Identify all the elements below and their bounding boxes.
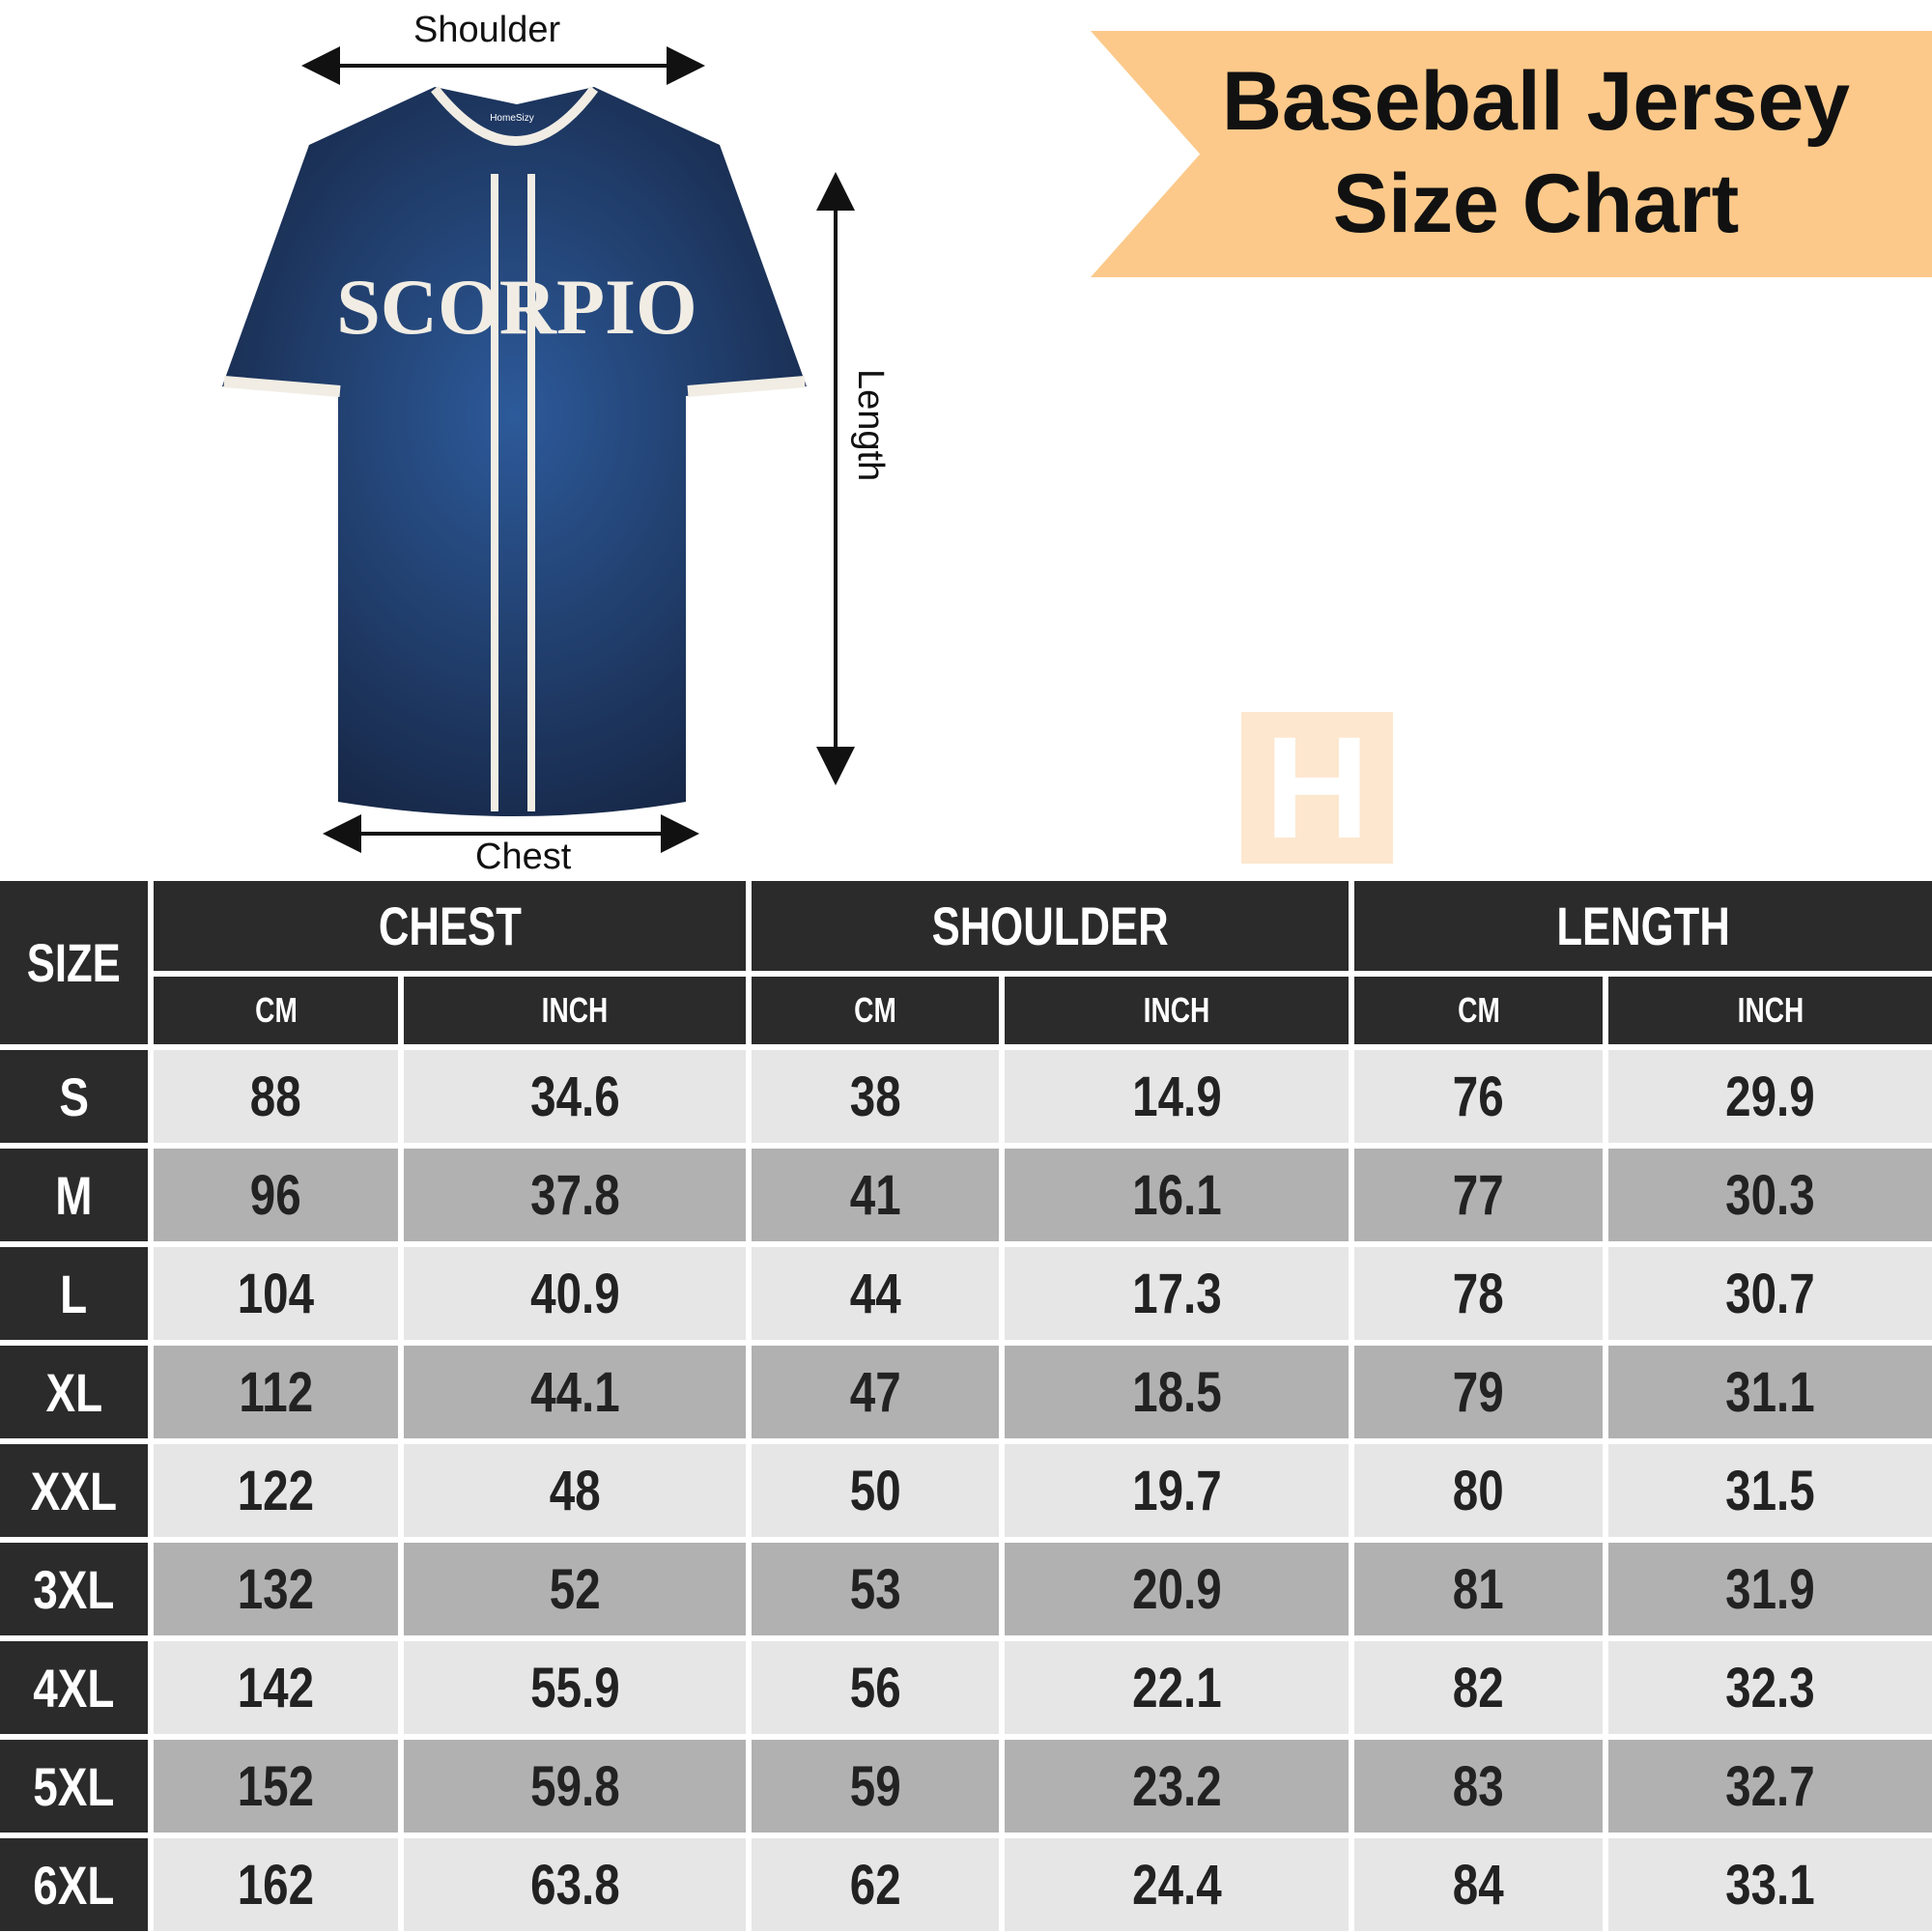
table-cell: 44	[752, 1247, 999, 1340]
table-cell: 162	[154, 1838, 398, 1931]
table-cell: 62	[752, 1838, 999, 1931]
logo-h: H	[1241, 712, 1393, 864]
sleeve-trim-right	[687, 376, 806, 397]
table-cell: 47	[752, 1346, 999, 1438]
table-cell: 40.9	[404, 1247, 746, 1340]
size-header: SIZE	[0, 881, 148, 1044]
table-cell: 37.8	[404, 1149, 746, 1241]
table-cell: 53	[752, 1543, 999, 1635]
unit-header: INCH	[404, 977, 746, 1044]
table-cell: 83	[1354, 1740, 1603, 1833]
size-cell: S	[0, 1050, 148, 1143]
table-cell: 52	[404, 1543, 746, 1635]
table-cell: 122	[154, 1444, 398, 1537]
table-cell: 23.2	[1005, 1740, 1349, 1833]
size-cell: 5XL	[0, 1740, 148, 1833]
jersey-text: SCORPIO	[336, 263, 697, 351]
size-cell: 3XL	[0, 1543, 148, 1635]
table-cell: 30.7	[1608, 1247, 1932, 1340]
size-cell: XL	[0, 1346, 148, 1438]
table-cell: 48	[404, 1444, 746, 1537]
unit-header: CM	[1354, 977, 1603, 1044]
size-cell: XXL	[0, 1444, 148, 1537]
length-label: Length	[850, 369, 891, 482]
table-cell: 19.7	[1005, 1444, 1349, 1537]
table-cell: 38	[752, 1050, 999, 1143]
table-cell: 78	[1354, 1247, 1603, 1340]
table-cell: 24.4	[1005, 1838, 1349, 1931]
table-cell: 29.9	[1608, 1050, 1932, 1143]
table-cell: 17.3	[1005, 1247, 1349, 1340]
table-cell: 31.1	[1608, 1346, 1932, 1438]
table-cell: 88	[154, 1050, 398, 1143]
table-cell: 81	[1354, 1543, 1603, 1635]
jersey-tag: HomeSizy	[490, 113, 534, 124]
table-cell: 31.5	[1608, 1444, 1932, 1537]
table-cell: 59	[752, 1740, 999, 1833]
size-cell: L	[0, 1247, 148, 1340]
table-cell: 33.1	[1608, 1838, 1932, 1931]
shoulder-label: Shoulder	[413, 10, 561, 50]
table-cell: 79	[1354, 1346, 1603, 1438]
table-cell: 14.9	[1005, 1050, 1349, 1143]
table-cell: 84	[1354, 1838, 1603, 1931]
table-cell: 80	[1354, 1444, 1603, 1537]
table-cell: 56	[752, 1641, 999, 1734]
size-table: SIZE CHEST SHOULDER LENGTH CM INCH CM INCH C…	[0, 881, 1932, 1931]
table-cell: 152	[154, 1740, 398, 1833]
chest-header: CHEST	[154, 881, 746, 971]
table-cell: 30.3	[1608, 1149, 1932, 1241]
table-cell: 55.9	[404, 1641, 746, 1734]
table-cell: 32.7	[1608, 1740, 1932, 1833]
table-cell: 18.5	[1005, 1346, 1349, 1438]
table-cell: 82	[1354, 1641, 1603, 1734]
jersey-body	[222, 87, 807, 816]
length-header: LENGTH	[1354, 881, 1932, 971]
sleeve-trim-left	[223, 376, 341, 397]
table-cell: 44.1	[404, 1346, 746, 1438]
table-cell: 112	[154, 1346, 398, 1438]
title-line-2: Size Chart	[1332, 157, 1740, 250]
table-cell: 32.3	[1608, 1641, 1932, 1734]
page-title: Baseball Jersey Size Chart	[1140, 50, 1932, 255]
table-cell: 20.9	[1005, 1543, 1349, 1635]
table-cell: 31.9	[1608, 1543, 1932, 1635]
table-cell: 22.1	[1005, 1641, 1349, 1734]
jersey-diagram: SCORPIO HomeSizy	[222, 46, 855, 853]
table-cell: 34.6	[404, 1050, 746, 1143]
size-cell: 4XL	[0, 1641, 148, 1734]
chest-label: Chest	[475, 837, 572, 877]
table-cell: 96	[154, 1149, 398, 1241]
unit-header: INCH	[1005, 977, 1349, 1044]
unit-header: INCH	[1608, 977, 1932, 1044]
size-cell: 6XL	[0, 1838, 148, 1931]
table-cell: 41	[752, 1149, 999, 1241]
jersey-collar	[431, 85, 599, 146]
size-cell: M	[0, 1149, 148, 1241]
table-cell: 16.1	[1005, 1149, 1349, 1241]
table-cell: 104	[154, 1247, 398, 1340]
table-cell: 59.8	[404, 1740, 746, 1833]
table-cell: 142	[154, 1641, 398, 1734]
title-line-1: Baseball Jersey	[1221, 55, 1851, 148]
table-cell: 63.8	[404, 1838, 746, 1931]
unit-header: CM	[154, 977, 398, 1044]
title-banner	[1091, 31, 1932, 277]
unit-header: CM	[752, 977, 999, 1044]
shoulder-header: SHOULDER	[752, 881, 1349, 971]
table-cell: 77	[1354, 1149, 1603, 1241]
table-cell: 50	[752, 1444, 999, 1537]
table-cell: 132	[154, 1543, 398, 1635]
table-cell: 76	[1354, 1050, 1603, 1143]
